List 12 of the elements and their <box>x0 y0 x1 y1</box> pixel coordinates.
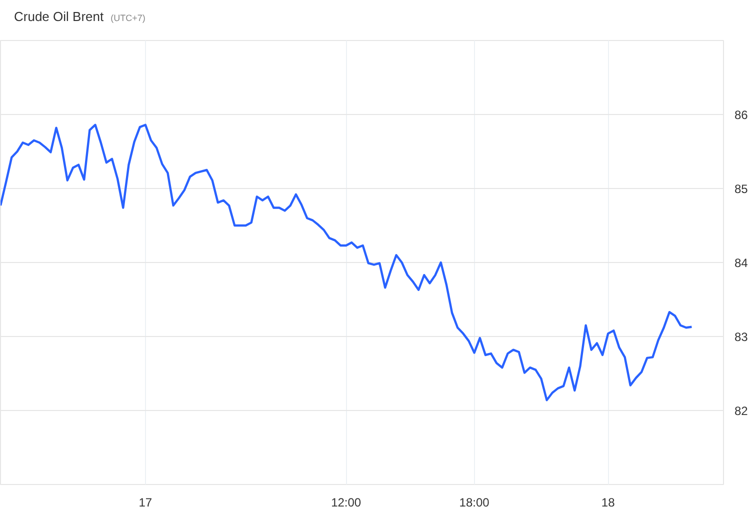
x-tick-label: 12:00 <box>331 496 362 510</box>
line-series <box>0 124 693 402</box>
y-tick-label: 84 <box>734 256 748 270</box>
y-tick-label: 86 <box>734 108 748 122</box>
y-tick-label: 82 <box>734 404 748 418</box>
x-tick-label: 18:00 <box>459 496 490 510</box>
chart-title: Crude Oil Brent <box>14 8 104 26</box>
x-tick-label: 18 <box>601 496 616 510</box>
chart-subtitle: (UTC+7) <box>110 12 146 25</box>
x-tick-label: 17 <box>138 496 152 510</box>
y-tick-label: 83 <box>734 330 748 344</box>
y-tick-label: 85 <box>734 182 748 196</box>
